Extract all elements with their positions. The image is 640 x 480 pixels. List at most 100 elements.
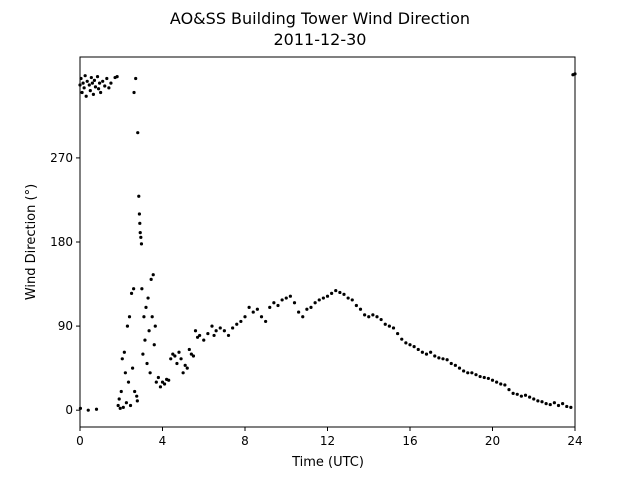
point <box>193 329 198 333</box>
point <box>139 242 144 246</box>
point <box>404 341 408 345</box>
point <box>297 310 301 314</box>
point <box>151 273 155 277</box>
point <box>189 352 193 356</box>
point <box>158 385 163 389</box>
point <box>317 298 321 302</box>
point <box>107 86 111 90</box>
point <box>561 402 565 406</box>
point <box>95 75 100 79</box>
point <box>408 343 412 347</box>
point <box>313 301 317 305</box>
point <box>375 315 379 319</box>
point <box>532 397 536 401</box>
point <box>152 343 156 347</box>
point <box>379 317 383 322</box>
point <box>92 78 97 82</box>
point <box>129 291 134 295</box>
point <box>321 296 325 300</box>
point <box>116 403 120 408</box>
point <box>86 408 90 412</box>
point <box>548 402 552 407</box>
point <box>259 315 264 319</box>
point <box>449 361 453 366</box>
point <box>486 376 490 381</box>
point <box>222 329 226 333</box>
point <box>445 358 449 362</box>
point <box>255 307 259 311</box>
point <box>387 324 391 328</box>
point <box>185 366 189 370</box>
x-tick-label: 20 <box>485 434 500 448</box>
y-tick-label: 180 <box>50 235 73 249</box>
point <box>128 403 133 408</box>
point <box>515 392 519 396</box>
point <box>135 399 139 403</box>
point <box>156 375 160 380</box>
point <box>358 307 363 311</box>
point <box>214 329 218 333</box>
point <box>264 319 268 324</box>
point <box>565 404 569 409</box>
point <box>148 371 152 375</box>
point <box>292 301 297 305</box>
point <box>416 347 420 352</box>
point <box>146 296 150 300</box>
point <box>276 303 280 308</box>
point <box>569 405 573 409</box>
y-tick-label: 270 <box>50 151 73 165</box>
point <box>198 333 202 338</box>
point <box>103 84 107 88</box>
x-tick-label: 4 <box>159 434 167 448</box>
point <box>183 363 187 367</box>
point <box>206 331 210 336</box>
point <box>134 76 138 81</box>
point <box>142 315 146 319</box>
point <box>105 76 109 81</box>
point <box>78 406 83 410</box>
point <box>132 287 136 291</box>
point <box>125 324 130 328</box>
x-tick-label: 12 <box>320 434 335 448</box>
x-tick-label: 24 <box>567 434 582 448</box>
x-tick-label: 0 <box>76 434 84 448</box>
point <box>235 322 239 326</box>
point <box>138 221 142 225</box>
point <box>503 383 507 387</box>
point <box>96 87 101 91</box>
point <box>412 345 416 349</box>
point <box>466 371 470 375</box>
point <box>89 75 93 80</box>
point <box>478 374 482 379</box>
point <box>138 231 142 235</box>
point <box>181 371 185 375</box>
point <box>79 76 83 81</box>
point <box>124 401 129 405</box>
point <box>144 305 148 310</box>
point <box>396 331 400 336</box>
point <box>272 301 276 305</box>
point <box>536 399 540 403</box>
point <box>82 86 86 90</box>
point <box>171 352 175 356</box>
point <box>495 380 499 384</box>
point <box>118 406 122 410</box>
point <box>400 337 404 341</box>
point <box>470 371 474 375</box>
point <box>544 402 548 406</box>
point <box>268 305 272 310</box>
point <box>83 74 87 78</box>
point <box>437 356 441 360</box>
point <box>117 397 121 401</box>
point <box>88 89 92 93</box>
point <box>499 382 503 386</box>
point <box>519 394 523 398</box>
point <box>187 347 191 352</box>
point <box>284 296 288 300</box>
point <box>169 357 173 361</box>
point <box>346 296 350 300</box>
point <box>84 94 88 98</box>
point <box>462 369 466 373</box>
point <box>251 310 255 314</box>
point <box>330 291 334 295</box>
